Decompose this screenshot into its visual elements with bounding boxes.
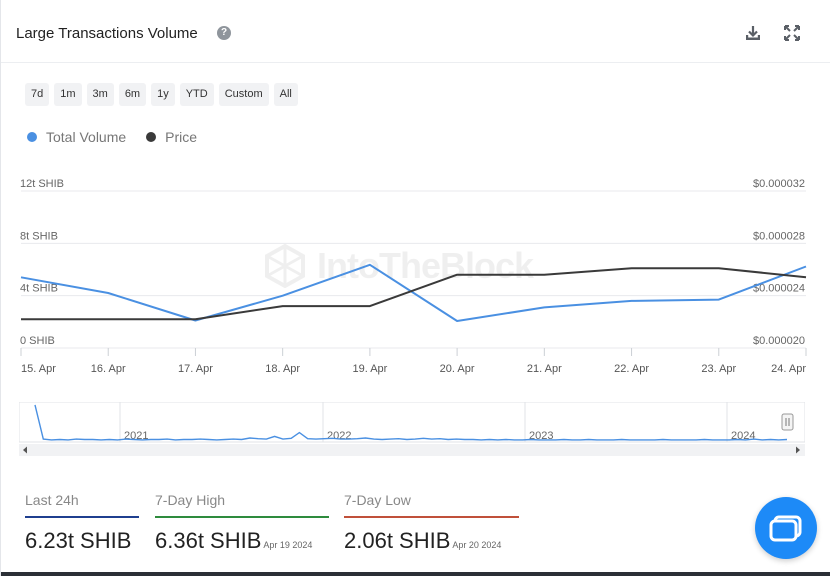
stat-date: Apr 19 2024 — [263, 540, 313, 550]
stat-underline — [25, 516, 139, 518]
stat-label: Last 24h — [25, 492, 79, 508]
stat-date: Apr 20 2024 — [452, 540, 502, 550]
x-tick-label: 17. Apr — [178, 363, 213, 375]
range-custom-button[interactable]: Custom — [218, 83, 269, 106]
range-1y-button[interactable]: 1y — [151, 83, 175, 106]
legend-price[interactable]: Price — [146, 129, 197, 145]
watermark-text: IntoTheBlock — [317, 245, 534, 286]
x-tick-label: 23. Apr — [701, 363, 736, 375]
navigator[interactable]: 2021 2022 2023 2024 — [19, 402, 805, 458]
y-left-tick-label: 12t SHIB — [20, 178, 64, 190]
legend-total-volume[interactable]: Total Volume — [27, 129, 126, 145]
navigator-series-line — [34, 404, 788, 441]
stat-label: 7-Day High — [155, 492, 226, 508]
chat-bubble-icon — [769, 515, 802, 542]
legend-dot-icon — [146, 132, 157, 142]
stat-underline — [155, 516, 329, 518]
series-line-price — [21, 267, 807, 321]
chart-title: Large Transactions Volume — [16, 25, 198, 42]
navigator-year-label: 2023 — [529, 430, 553, 442]
watermark: IntoTheBlock — [263, 244, 534, 288]
expand-icon[interactable] — [783, 24, 801, 42]
range-1m-button[interactable]: 1m — [54, 83, 82, 106]
question-circle-icon[interactable]: ? — [217, 26, 231, 40]
range-all-button[interactable]: All — [273, 83, 298, 106]
x-tick-label: 16. Apr — [91, 363, 126, 375]
y-right-tick-label: $0.000028 — [753, 230, 805, 242]
range-6m-button[interactable]: 6m — [118, 83, 147, 106]
watermark-logo-icon — [265, 244, 305, 288]
series-line-total-volume — [20, 263, 807, 322]
y-left-tick-label: 4t SHIB — [20, 283, 58, 295]
y-right-tick-label: $0.000024 — [753, 283, 805, 295]
main-chart[interactable]: 0 SHIB $0.000020 4t SHIB $0.000024 8t SHIB $0… — [1, 170, 830, 385]
stat-label: 7-Day Low — [344, 492, 411, 508]
chart-legend: Total Volume Price — [27, 129, 197, 145]
navigator-handle — [781, 413, 794, 431]
stat-last-24h: Last 24h 6.23t SHIB — [25, 492, 139, 554]
download-icon[interactable] — [744, 24, 762, 42]
x-tick-label: 18. Apr — [265, 363, 300, 375]
y-right-tick-label: $0.000020 — [753, 335, 805, 347]
stat-value: 2.06t SHIB Apr 20 2024 — [344, 528, 502, 553]
x-tick-label: 22. Apr — [614, 363, 649, 375]
scroll-right-icon — [796, 446, 800, 454]
y-right-tick-label: $0.000032 — [753, 178, 805, 190]
navigator-frame — [19, 402, 805, 443]
y-left-tick-label: 8t SHIB — [20, 230, 58, 242]
range-7d-button[interactable]: 7d — [25, 83, 50, 106]
navigator-scrollbar-track — [19, 444, 805, 456]
x-tick-label: 20. Apr — [440, 363, 475, 375]
scroll-left-icon — [23, 446, 27, 454]
stat-underline — [344, 516, 519, 518]
stat-value: 6.36t SHIB Apr 19 2024 — [155, 528, 313, 553]
navigator-year-label: 2022 — [327, 430, 351, 442]
y-left-tick-label: 0 SHIB — [20, 335, 55, 347]
stat-7-day-high: 7-Day High 6.36t SHIB Apr 19 2024 — [155, 492, 329, 554]
legend-dot-icon — [27, 132, 37, 142]
bottom-strip — [1, 572, 830, 576]
chat-button[interactable] — [755, 497, 817, 559]
stat-7-day-low: 7-Day Low 2.06t SHIB Apr 20 2024 — [344, 492, 519, 554]
range-3m-button[interactable]: 3m — [86, 83, 114, 106]
range-selector: 7d 1m 3m 6m 1y YTD Custom All — [25, 83, 298, 106]
x-tick-label: 24. Apr — [771, 363, 806, 375]
legend-label: Price — [165, 129, 198, 145]
legend-label: Total Volume — [46, 129, 127, 145]
stat-value: 6.23t SHIB — [25, 528, 132, 553]
range-ytd-button[interactable]: YTD — [179, 83, 214, 106]
x-tick-label: 19. Apr — [352, 363, 387, 375]
card-header: Large Transactions Volume ? — [1, 0, 830, 63]
x-tick-label: 21. Apr — [527, 363, 562, 375]
x-tick-label: 15. Apr — [21, 363, 56, 375]
